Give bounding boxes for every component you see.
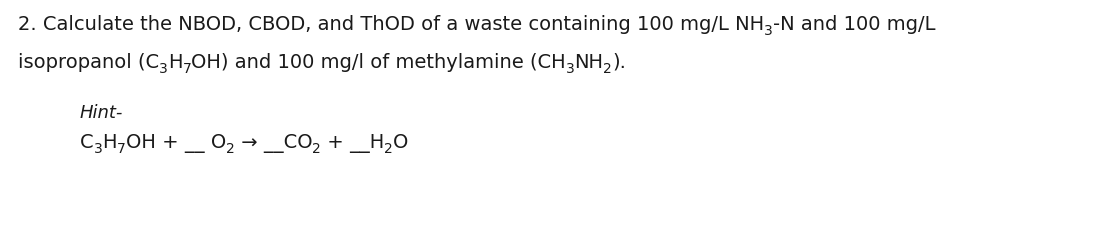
Text: 2: 2 bbox=[384, 142, 393, 156]
Text: NH: NH bbox=[574, 53, 603, 72]
Text: H: H bbox=[102, 133, 116, 152]
Text: O: O bbox=[393, 133, 408, 152]
Text: + __H: + __H bbox=[321, 134, 384, 153]
Text: 2: 2 bbox=[312, 142, 321, 156]
Text: 3: 3 bbox=[159, 62, 168, 76]
Text: H: H bbox=[168, 53, 182, 72]
Text: C: C bbox=[79, 133, 94, 152]
Text: isopropanol (C: isopropanol (C bbox=[18, 53, 159, 72]
Text: 3: 3 bbox=[94, 142, 102, 156]
Text: OH) and 100 mg/l of methylamine (CH: OH) and 100 mg/l of methylamine (CH bbox=[191, 53, 566, 72]
Text: 3: 3 bbox=[764, 24, 773, 38]
Text: 2: 2 bbox=[226, 142, 235, 156]
Text: 2. Calculate the NBOD, CBOD, and ThOD of a waste containing 100 mg/L NH: 2. Calculate the NBOD, CBOD, and ThOD of… bbox=[18, 15, 764, 34]
Text: -N and 100 mg/L: -N and 100 mg/L bbox=[773, 15, 935, 34]
Text: Hint-: Hint- bbox=[79, 104, 123, 122]
Text: 7: 7 bbox=[182, 62, 191, 76]
Text: OH + __ O: OH + __ O bbox=[125, 134, 226, 153]
Text: 7: 7 bbox=[116, 142, 125, 156]
Text: → __CO: → __CO bbox=[235, 134, 312, 153]
Text: ).: ). bbox=[612, 53, 627, 72]
Text: 3: 3 bbox=[566, 62, 574, 76]
Text: 2: 2 bbox=[603, 62, 612, 76]
